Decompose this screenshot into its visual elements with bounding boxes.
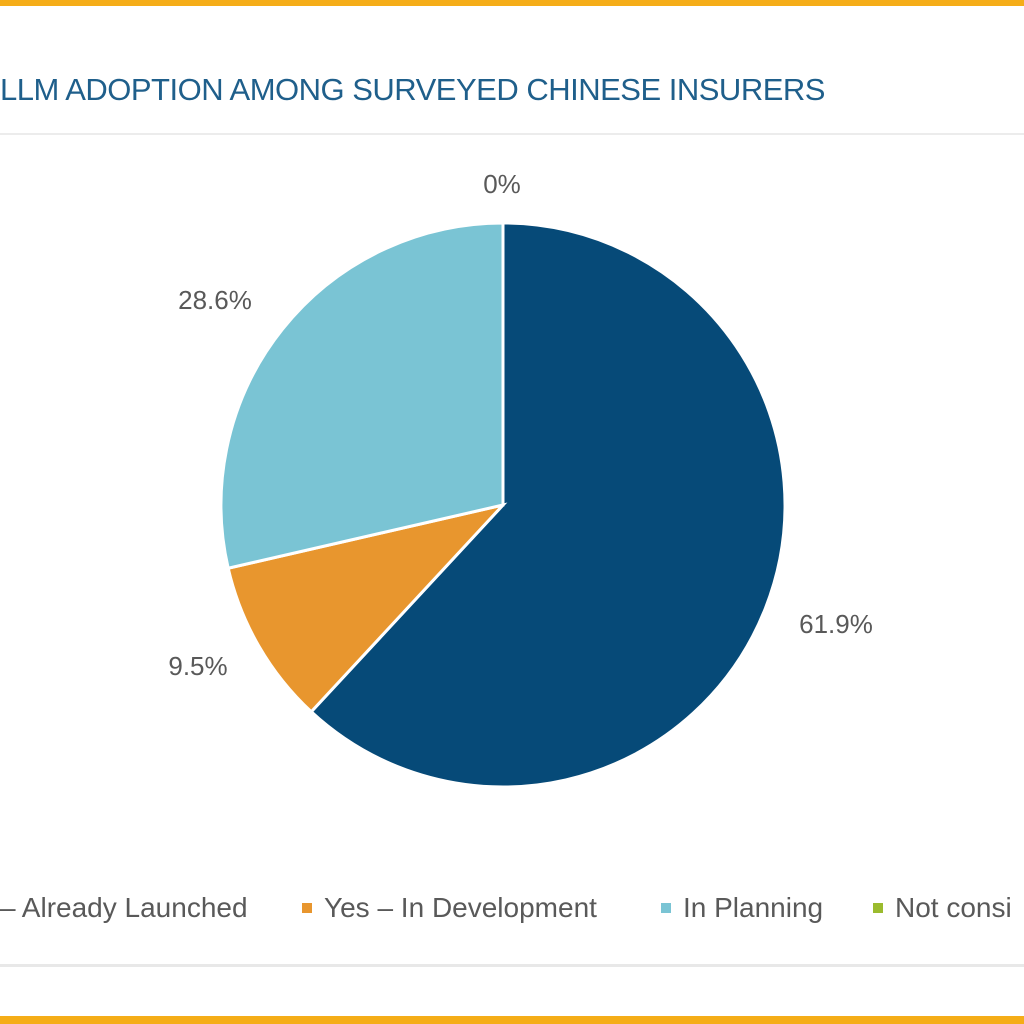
pie-slice [226, 502, 508, 714]
frame-bottom-border [0, 1016, 1024, 1024]
data-label: 0% [483, 169, 521, 199]
data-label: 28.6% [178, 285, 252, 315]
bottom-divider [0, 964, 1024, 967]
legend-label: Not consi [895, 892, 1012, 923]
legend-label: Yes – In Development [324, 892, 597, 923]
pie-slice [219, 221, 505, 571]
legend-item-already-launched: – Already Launched [0, 892, 248, 924]
frame-top-border [0, 0, 1024, 6]
legend-item-not-considering: Not consi [873, 892, 1012, 924]
chart-title: LLM ADOPTION AMONG SURVEYED CHINESE INSU… [0, 72, 825, 107]
pie-slice [309, 221, 787, 789]
title-divider [0, 133, 1024, 135]
data-label: 9.5% [168, 651, 227, 681]
legend-swatch [661, 903, 671, 913]
legend-label: – Already Launched [0, 892, 248, 923]
legend-swatch [873, 903, 883, 913]
legend-item-in-planning: In Planning [661, 892, 823, 924]
legend-item-in-development: Yes – In Development [302, 892, 597, 924]
legend-swatch [302, 903, 312, 913]
legend-label: In Planning [683, 892, 824, 923]
legend: – Already Launched Yes – In Development … [0, 892, 1024, 932]
data-label: 61.9% [799, 609, 873, 639]
